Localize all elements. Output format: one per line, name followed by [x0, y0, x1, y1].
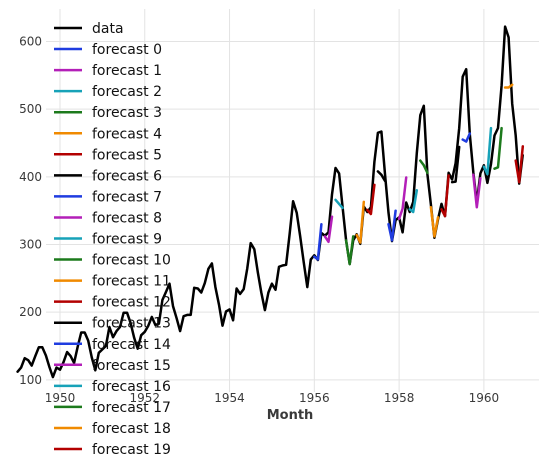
legend-label: forecast 8: [92, 210, 162, 226]
legend-label: forecast 13: [92, 316, 171, 332]
series-line-13: [440, 174, 450, 218]
series-line-18: [493, 126, 503, 170]
y-tick-label: 300: [19, 237, 42, 251]
x-tick-label: 1954: [214, 391, 245, 405]
legend-label: forecast 3: [92, 105, 162, 121]
y-tick-label: 400: [19, 170, 42, 184]
legend-label: forecast 2: [92, 84, 162, 100]
legend-label: forecast 12: [92, 295, 171, 311]
series-line-2: [323, 215, 334, 244]
legend-label: forecast 10: [92, 253, 171, 269]
y-tick-label: 600: [19, 34, 42, 48]
series-line-1: [313, 222, 323, 261]
x-tick-label: 1958: [384, 391, 415, 405]
x-axis-label: Month: [267, 408, 314, 423]
series-line-11: [419, 159, 429, 175]
x-tick-label: 1956: [299, 391, 330, 405]
x-tick-label: 1952: [129, 391, 160, 405]
y-tick-label: 500: [19, 102, 42, 116]
series-line-6: [366, 183, 376, 216]
series-line-7: [376, 170, 387, 183]
series-line-3: [334, 198, 344, 210]
axis-ticks: 100 200 300 400 500 600 1950 1952 1954 1956 1958 19…: [19, 34, 499, 405]
series-lines: [16, 25, 525, 379]
x-tick-label: 1960: [469, 391, 500, 405]
series-line-20: [514, 145, 525, 184]
series-line-5: [355, 200, 366, 244]
y-tick-label: 200: [19, 305, 42, 319]
y-tick-label: 100: [19, 373, 42, 387]
legend-label: forecast 1: [92, 63, 162, 79]
series-line-10: [408, 189, 419, 214]
legend-label: forecast 11: [92, 274, 171, 290]
series-line-15: [461, 132, 472, 143]
legend-label: forecast 0: [92, 42, 162, 58]
series-line-4: [344, 235, 355, 266]
series-line-12: [429, 206, 440, 238]
series-line-8: [387, 209, 397, 242]
legend-label: forecast 4: [92, 126, 162, 142]
legend-label: forecast 16: [92, 379, 171, 395]
legend-label: forecast 5: [92, 147, 162, 163]
series-line-9: [397, 176, 408, 221]
legend-label: forecast 7: [92, 189, 162, 205]
legend-label: forecast 6: [92, 168, 162, 184]
legend-label: forecast 19: [92, 442, 171, 458]
legend-label: forecast 14: [92, 337, 171, 353]
series-line-17: [482, 126, 493, 176]
series-line-16: [472, 173, 482, 209]
x-tick-label: 1950: [45, 391, 76, 405]
series-line-14: [450, 145, 461, 184]
legend-label: data: [92, 21, 124, 37]
legend-label: forecast 9: [92, 232, 162, 248]
legend-label: forecast 15: [92, 358, 171, 374]
series-line-19: [503, 83, 514, 89]
legend-label: forecast 18: [92, 421, 171, 437]
legend-label: forecast 17: [92, 400, 171, 416]
legend: data forecast 0 forecast 1 forecast 2 foreca…: [54, 21, 171, 458]
